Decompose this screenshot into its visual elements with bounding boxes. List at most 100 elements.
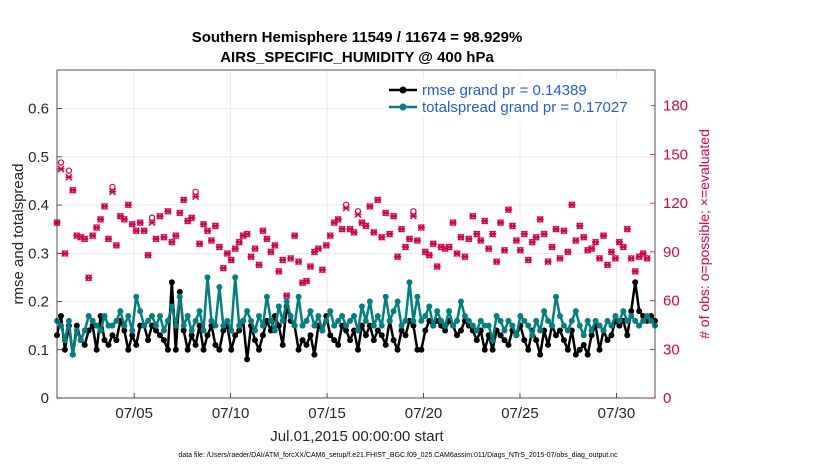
obs-evaluated-marker: [417, 223, 425, 232]
rmse-point: [354, 346, 361, 353]
totalspread-point: [588, 327, 595, 334]
obs-evaluated-marker: [271, 241, 279, 249]
totalspread-point: [196, 308, 203, 315]
totalspread-point: [97, 327, 104, 334]
obs-evaluated-marker: [148, 219, 156, 227]
obs-evaluated-marker: [473, 230, 481, 238]
obs-evaluated-marker: [180, 196, 188, 204]
totalspread-point: [164, 317, 171, 324]
rmse-point: [129, 332, 136, 339]
totalspread-point: [596, 322, 603, 329]
obs-possible-marker: [148, 214, 156, 221]
rmse-point: [584, 351, 591, 358]
totalspread-point: [240, 317, 247, 324]
totalspread-point: [283, 298, 290, 305]
legend-rmse-marker: [399, 86, 407, 94]
obs-evaluated-marker: [461, 253, 469, 261]
totalspread-point: [552, 293, 559, 300]
rmse-point: [188, 332, 195, 339]
obs-evaluated-marker: [457, 233, 465, 241]
totalspread-point: [232, 274, 239, 281]
totalspread-point: [370, 322, 377, 329]
rmse-point: [632, 279, 639, 286]
y-tick-label: 0.6: [28, 101, 49, 118]
obs-evaluated-marker: [136, 219, 144, 227]
totalspread-point: [616, 317, 623, 324]
y-tick-label: 0: [41, 390, 49, 407]
obs-evaluated-marker: [544, 258, 552, 266]
obs-evaluated-marker: [322, 241, 330, 249]
totalspread-point: [109, 322, 116, 329]
totalspread-point: [347, 317, 354, 324]
obs-evaluated-marker: [156, 212, 164, 220]
rmse-point: [525, 346, 532, 353]
totalspread-point: [477, 317, 484, 324]
totalspread-point: [533, 317, 540, 324]
totalspread-point: [501, 327, 508, 334]
obs-evaluated-marker: [152, 235, 160, 243]
obs-evaluated-marker: [540, 230, 548, 238]
rmse-point: [105, 341, 112, 348]
rmse-point: [228, 346, 235, 353]
totalspread-point: [438, 317, 445, 324]
obs-evaluated-marker: [61, 249, 69, 258]
obs-evaluated-marker: [168, 238, 176, 246]
obs-evaluated-marker: [477, 236, 485, 245]
rmse-point: [624, 332, 631, 339]
totalspread-point: [156, 313, 163, 319]
obs-evaluated-marker: [128, 220, 136, 228]
totalspread-point: [572, 308, 579, 315]
x-tick-label: 07/25: [501, 405, 539, 422]
totalspread-point: [426, 303, 433, 310]
totalspread-point: [537, 327, 544, 334]
totalspread-point: [188, 327, 195, 334]
obs-evaluated-marker: [548, 243, 556, 251]
rmse-point: [481, 346, 488, 353]
obs-evaluated-marker: [89, 232, 97, 240]
rmse-point: [358, 322, 365, 329]
obs-evaluated-marker: [160, 233, 168, 241]
obs-evaluated-marker: [394, 253, 402, 261]
rmse-point: [533, 337, 540, 344]
rmse-point: [244, 356, 251, 363]
totalspread-point: [315, 313, 322, 319]
totalspread-point: [489, 337, 496, 344]
obs-evaluated-marker: [144, 251, 152, 259]
rmse-point: [93, 346, 100, 353]
totalspread-point: [390, 308, 397, 315]
y-axis-label-right: # of obs: o=possible; ×=evaluated: [696, 129, 712, 339]
rmse-point: [259, 332, 266, 339]
obs-evaluated-marker: [164, 207, 172, 215]
rmse-point: [61, 346, 68, 353]
totalspread-point: [319, 327, 326, 334]
totalspread-point: [252, 327, 259, 334]
rmse-point: [576, 346, 583, 353]
obs-evaluated-marker: [231, 245, 239, 253]
obs-evaluated-marker: [453, 249, 461, 258]
totalspread-point: [529, 332, 536, 339]
obs-evaluated-marker: [104, 235, 113, 243]
rmse-point: [362, 332, 369, 339]
obs-evaluated-marker: [596, 254, 604, 262]
rmse-point: [347, 337, 354, 344]
rmse-point: [505, 341, 512, 348]
rmse-point: [192, 341, 199, 348]
rmse-point: [608, 332, 615, 339]
obs-evaluated-marker: [603, 261, 612, 269]
totalspread-point: [604, 317, 611, 324]
x-tick-label: 07/10: [212, 405, 250, 422]
totalspread-point: [323, 317, 330, 324]
y-tick-label: 0.5: [28, 149, 49, 166]
y-right-tick-label: 150: [663, 146, 688, 163]
totalspread-point: [402, 317, 409, 324]
rmse-point: [422, 327, 429, 334]
totalspread-point: [331, 322, 338, 329]
rmse-point: [382, 341, 389, 348]
totalspread-point: [446, 308, 453, 315]
obs-evaluated-marker: [398, 225, 406, 233]
totalspread-point: [133, 293, 140, 300]
obs-evaluated-marker: [390, 212, 398, 220]
obs-evaluated-marker: [536, 215, 544, 223]
totalspread-point: [564, 327, 571, 334]
obs-evaluated-marker: [227, 256, 235, 264]
